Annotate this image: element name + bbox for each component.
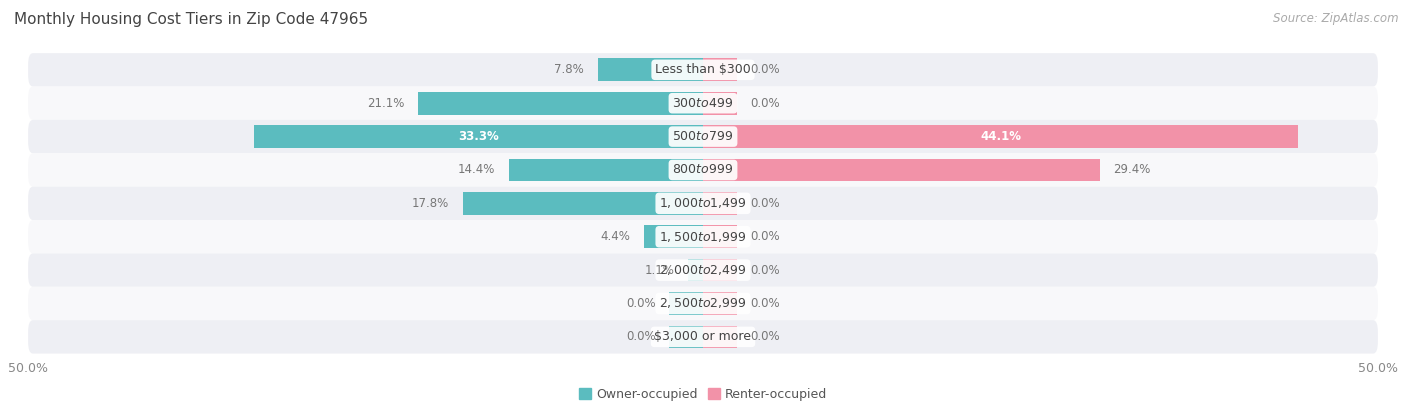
FancyBboxPatch shape: [28, 153, 1378, 187]
Text: 4.4%: 4.4%: [600, 230, 630, 243]
Bar: [703, 92, 737, 115]
FancyBboxPatch shape: [28, 53, 1378, 86]
Text: 0.0%: 0.0%: [751, 97, 780, 110]
Text: $500 to $799: $500 to $799: [672, 130, 734, 143]
FancyBboxPatch shape: [28, 320, 1378, 354]
Text: 0.0%: 0.0%: [751, 197, 780, 210]
Text: $2,500 to $2,999: $2,500 to $2,999: [659, 296, 747, 310]
Text: 1.1%: 1.1%: [645, 264, 675, 277]
Bar: [703, 159, 1099, 181]
Bar: [509, 159, 703, 181]
Bar: [703, 59, 737, 81]
Bar: [703, 225, 737, 248]
FancyBboxPatch shape: [28, 287, 1378, 320]
Text: 44.1%: 44.1%: [980, 130, 1021, 143]
Text: $2,000 to $2,499: $2,000 to $2,499: [659, 263, 747, 277]
Text: 29.4%: 29.4%: [1114, 164, 1150, 176]
FancyBboxPatch shape: [28, 120, 1378, 153]
Text: Source: ZipAtlas.com: Source: ZipAtlas.com: [1274, 12, 1399, 25]
Bar: [703, 292, 737, 315]
Text: Less than $300: Less than $300: [655, 63, 751, 76]
Bar: [669, 292, 703, 315]
Legend: Owner-occupied, Renter-occupied: Owner-occupied, Renter-occupied: [574, 383, 832, 406]
Bar: [418, 92, 703, 115]
FancyBboxPatch shape: [28, 86, 1378, 120]
Text: 0.0%: 0.0%: [751, 230, 780, 243]
Bar: [253, 125, 703, 148]
Text: $800 to $999: $800 to $999: [672, 164, 734, 176]
Text: 17.8%: 17.8%: [412, 197, 450, 210]
Bar: [703, 192, 737, 215]
Text: $1,500 to $1,999: $1,500 to $1,999: [659, 230, 747, 244]
Text: $300 to $499: $300 to $499: [672, 97, 734, 110]
Text: 0.0%: 0.0%: [751, 297, 780, 310]
Text: 0.0%: 0.0%: [626, 330, 655, 343]
FancyBboxPatch shape: [28, 220, 1378, 254]
Bar: [598, 59, 703, 81]
Text: Monthly Housing Cost Tiers in Zip Code 47965: Monthly Housing Cost Tiers in Zip Code 4…: [14, 12, 368, 27]
Text: 33.3%: 33.3%: [458, 130, 499, 143]
Text: 7.8%: 7.8%: [554, 63, 585, 76]
FancyBboxPatch shape: [28, 187, 1378, 220]
Bar: [669, 325, 703, 348]
Text: 0.0%: 0.0%: [751, 330, 780, 343]
Text: 0.0%: 0.0%: [626, 297, 655, 310]
Bar: [703, 259, 737, 281]
Bar: [703, 125, 1298, 148]
Text: 0.0%: 0.0%: [751, 63, 780, 76]
Bar: [644, 225, 703, 248]
Text: $3,000 or more: $3,000 or more: [655, 330, 751, 343]
Text: 21.1%: 21.1%: [367, 97, 405, 110]
Bar: [463, 192, 703, 215]
Bar: [703, 325, 737, 348]
Text: $1,000 to $1,499: $1,000 to $1,499: [659, 196, 747, 210]
Bar: [688, 259, 703, 281]
Text: 0.0%: 0.0%: [751, 264, 780, 277]
FancyBboxPatch shape: [28, 254, 1378, 287]
Text: 14.4%: 14.4%: [458, 164, 495, 176]
